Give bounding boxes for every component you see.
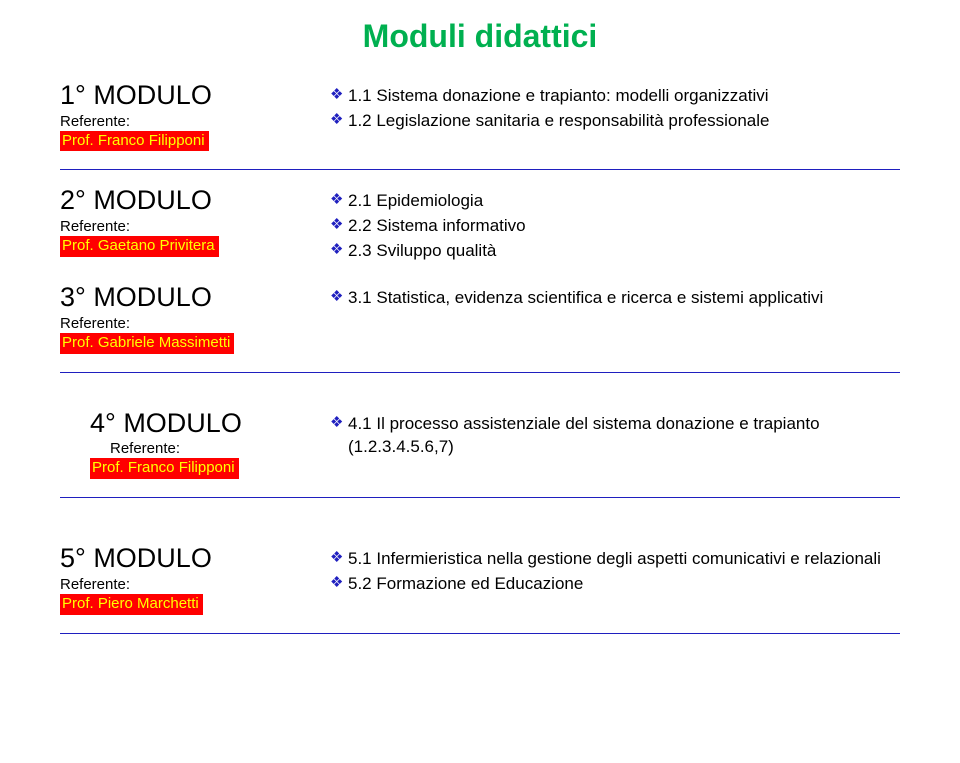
- diamond-bullet-icon: ❖: [330, 548, 348, 568]
- referente-label: Referente:: [60, 113, 330, 130]
- bullet-item: ❖ 5.1 Infermieristica nella gestione deg…: [330, 548, 900, 571]
- bullet-item: ❖ 2.1 Epidemiologia: [330, 190, 900, 213]
- divider: [60, 633, 900, 634]
- referente-label: Referente:: [60, 315, 330, 332]
- module-2-bullets: ❖ 2.1 Epidemiologia ❖ 2.2 Sistema inform…: [330, 186, 900, 265]
- module-2-heading: 2° MODULO: [60, 186, 330, 216]
- bullet-text: 5.1 Infermieristica nella gestione degli…: [348, 548, 881, 571]
- module-1-referente: Prof. Franco Filipponi: [60, 131, 209, 152]
- diamond-bullet-icon: ❖: [330, 240, 348, 260]
- bullet-text: 5.2 Formazione ed Educazione: [348, 573, 583, 596]
- divider: [60, 372, 900, 373]
- referente-label: Referente:: [60, 218, 330, 235]
- module-3-bullets: ❖ 3.1 Statistica, evidenza scientifica e…: [330, 283, 900, 312]
- bullet-item: ❖ 5.2 Formazione ed Educazione: [330, 573, 900, 596]
- module-4-referente: Prof. Franco Filipponi: [90, 458, 239, 479]
- page: Moduli didattici 1° MODULO Referente: Pr…: [0, 0, 960, 763]
- module-5-heading: 5° MODULO: [60, 544, 330, 574]
- spacer: [60, 514, 900, 544]
- bullet-item: ❖ 3.1 Statistica, evidenza scientifica e…: [330, 287, 900, 310]
- bullet-item: ❖ 2.3 Sviluppo qualità: [330, 240, 900, 263]
- module-4-left: 4° MODULO Referente: Prof. Franco Filipp…: [60, 409, 330, 479]
- module-4: 4° MODULO Referente: Prof. Franco Filipp…: [60, 409, 900, 479]
- page-title: Moduli didattici: [60, 18, 900, 55]
- bullet-item: ❖ 1.2 Legislazione sanitaria e responsab…: [330, 110, 900, 133]
- referente-label: Referente:: [90, 440, 330, 457]
- bullet-text: 1.1 Sistema donazione e trapianto: model…: [348, 85, 769, 108]
- module-1: 1° MODULO Referente: Prof. Franco Filipp…: [60, 81, 900, 151]
- diamond-bullet-icon: ❖: [330, 110, 348, 130]
- bullet-item: ❖ 4.1 Il processo assistenziale del sist…: [330, 413, 900, 459]
- referente-label: Referente:: [60, 576, 330, 593]
- spacer: [60, 389, 900, 409]
- module-3-heading: 3° MODULO: [60, 283, 330, 313]
- module-3-left: 3° MODULO Referente: Prof. Gabriele Mass…: [60, 283, 330, 353]
- module-5: 5° MODULO Referente: Prof. Piero Marchet…: [60, 544, 900, 614]
- diamond-bullet-icon: ❖: [330, 215, 348, 235]
- module-4-heading: 4° MODULO: [90, 409, 330, 439]
- divider: [60, 169, 900, 170]
- diamond-bullet-icon: ❖: [330, 85, 348, 105]
- module-5-bullets: ❖ 5.1 Infermieristica nella gestione deg…: [330, 544, 900, 598]
- module-5-left: 5° MODULO Referente: Prof. Piero Marchet…: [60, 544, 330, 614]
- bullet-text: 2.2 Sistema informativo: [348, 215, 526, 238]
- divider: [60, 497, 900, 498]
- module-5-referente: Prof. Piero Marchetti: [60, 594, 203, 615]
- module-2: 2° MODULO Referente: Prof. Gaetano Privi…: [60, 186, 900, 265]
- diamond-bullet-icon: ❖: [330, 413, 348, 433]
- module-2-referente: Prof. Gaetano Privitera: [60, 236, 219, 257]
- bullet-item: ❖ 2.2 Sistema informativo: [330, 215, 900, 238]
- bullet-text: 2.1 Epidemiologia: [348, 190, 483, 213]
- diamond-bullet-icon: ❖: [330, 287, 348, 307]
- module-3-referente: Prof. Gabriele Massimetti: [60, 333, 234, 354]
- bullet-item: ❖ 1.1 Sistema donazione e trapianto: mod…: [330, 85, 900, 108]
- module-1-bullets: ❖ 1.1 Sistema donazione e trapianto: mod…: [330, 81, 900, 135]
- bullet-text: 2.3 Sviluppo qualità: [348, 240, 496, 263]
- module-1-left: 1° MODULO Referente: Prof. Franco Filipp…: [60, 81, 330, 151]
- diamond-bullet-icon: ❖: [330, 573, 348, 593]
- diamond-bullet-icon: ❖: [330, 190, 348, 210]
- bullet-text: 1.2 Legislazione sanitaria e responsabil…: [348, 110, 770, 133]
- bullet-text: 4.1 Il processo assistenziale del sistem…: [348, 413, 900, 459]
- module-2-left: 2° MODULO Referente: Prof. Gaetano Privi…: [60, 186, 330, 256]
- module-1-heading: 1° MODULO: [60, 81, 330, 111]
- module-3: 3° MODULO Referente: Prof. Gabriele Mass…: [60, 283, 900, 353]
- module-4-bullets: ❖ 4.1 Il processo assistenziale del sist…: [330, 409, 900, 461]
- bullet-text: 3.1 Statistica, evidenza scientifica e r…: [348, 287, 823, 310]
